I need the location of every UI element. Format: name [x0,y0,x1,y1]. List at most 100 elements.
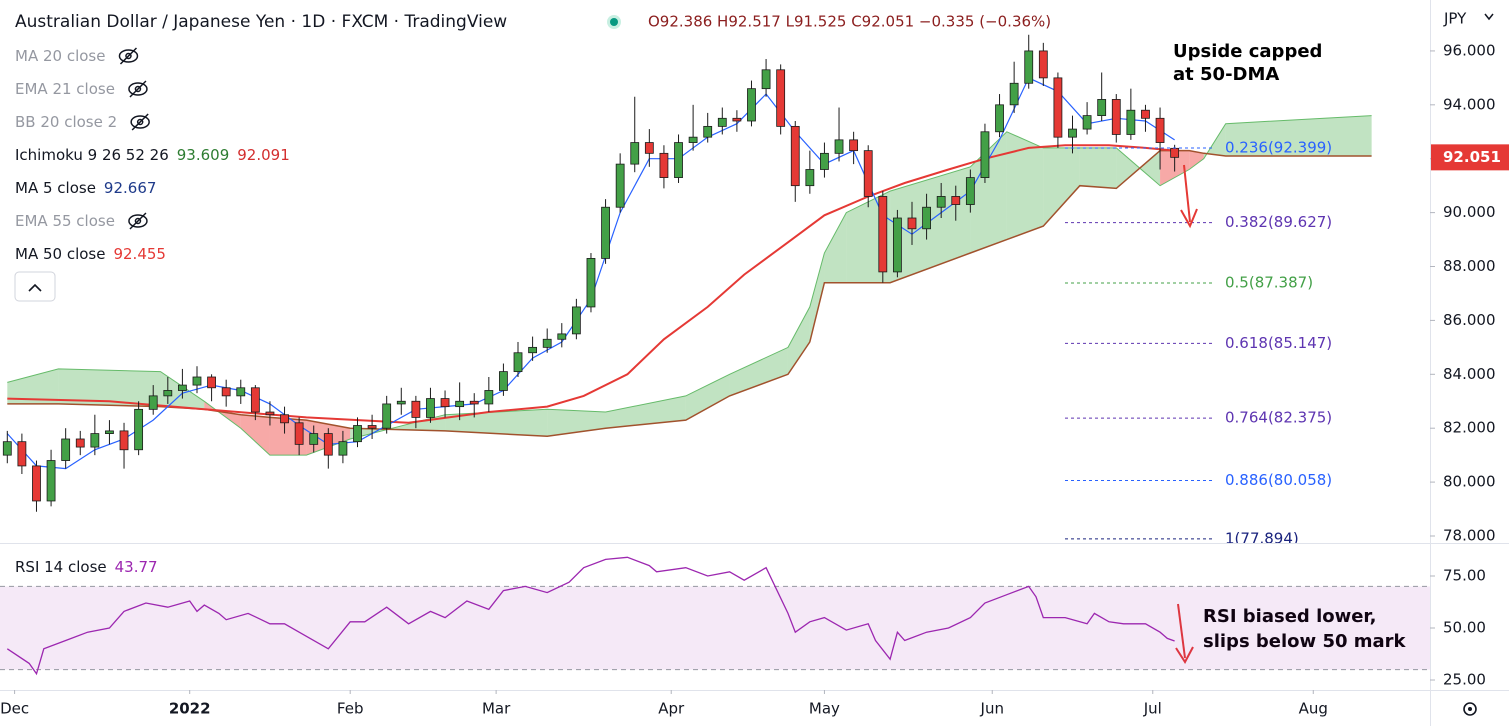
legend-name: MA 5 close [15,179,96,197]
rsi-line [6,556,1175,676]
candle-body [1111,99,1121,135]
fib-label: 0.382(89.627) [1225,213,1332,231]
legend-name: Ichimoku 9 26 52 26 [15,146,169,164]
rsi-tick-label: 75.00 [1443,566,1486,584]
candle-body [309,433,319,445]
candle-body [936,196,946,208]
arrow-price [1180,164,1198,229]
ohlc-header: O92.386 H92.517 L91.525 C92.051 −0.335 (… [648,13,1051,31]
collapse-icon [28,283,42,292]
y-tick-label: 82.000 [1443,419,1496,437]
visibility-toggle[interactable] [128,80,148,98]
cloud-segment [824,212,847,283]
candle-body [221,387,231,397]
candle-body [805,169,815,187]
candle-body [105,430,114,434]
annotation: slips below 50 mark [1203,631,1407,652]
fib-label: 0.886(80.058) [1225,471,1332,489]
legend-entry: BB 20 close 2 [15,113,117,131]
eye-pupil [134,85,142,93]
x-tick-label: Apr [658,700,685,718]
x-tick-label: Dec [0,700,29,718]
candle-body [571,306,581,335]
cloud-segment [970,131,1007,254]
candle-body [951,196,961,205]
plot-area: 0.236(92.399) 0.382(89.627) 0.5(87.387) 0.6… [2,34,1372,543]
y-tick-label: 90.000 [1443,203,1496,221]
currency-dropdown[interactable] [1484,13,1494,21]
legend-entry: EMA 21 close [15,80,115,98]
candle-body [674,142,683,178]
legend-value: 93.609 [177,146,230,164]
legend-name: EMA 21 close [15,80,115,98]
eye [130,115,150,129]
candle-body [732,117,742,122]
collapse-legend-button[interactable] [14,271,56,302]
candle-body [747,88,756,122]
y-tick-label: 78.000 [1443,526,1496,544]
legend-entry: MA 20 close [15,47,105,65]
currency: JPY [1443,10,1467,28]
annotation: Upside capped [1173,41,1322,62]
visibility-toggle[interactable] [118,47,139,65]
candle-body [995,104,1004,133]
candle-body [1141,109,1150,119]
eye-pupil [136,118,144,126]
rsi-legend: RSI 14 close 43.77 [15,558,158,576]
eye-pupil [134,217,142,225]
candle-body [1126,109,1136,135]
x-tick-label: Jun [980,700,1004,718]
x-tick-label: Jul [1143,700,1162,718]
candle-body [90,433,100,448]
candle-body [163,390,173,397]
x-tick-label: May [809,700,840,718]
arrow-rsi [1175,603,1194,664]
candle-body [469,400,479,405]
candle-body [922,206,931,230]
eye-slash [131,113,149,131]
candle-body [1009,82,1019,106]
candle-body [615,163,625,208]
rsi-name: RSI 14 close [15,558,107,576]
candle-body [688,136,698,143]
candle-body [1038,50,1048,79]
cloud-segment [787,306,810,375]
candle-body [250,387,260,413]
fib-label: 0.618(85.147) [1225,334,1332,352]
legend-entry: Ichimoku 9 26 52 26 93.609 92.091 [15,146,290,164]
fib-label: 0.236(92.399) [1225,138,1332,156]
candle-body [280,414,289,424]
cloud-segment [7,368,59,404]
candle-body [134,408,144,451]
x-tick-label: 2022 [169,700,211,718]
candle-body [1024,50,1034,84]
candle-body [849,139,859,152]
cloud-segment [729,347,788,396]
legend-value: 92.667 [104,179,157,197]
visibility-toggle[interactable] [128,212,148,230]
candle-body [820,152,829,170]
settings-icon[interactable] [1463,702,1477,716]
candle-body [703,125,713,138]
candle-body [659,152,669,178]
x-tick-label: Mar [482,700,511,718]
candle-body [119,430,129,451]
eye [128,82,148,96]
visibility-toggle[interactable] [130,113,150,131]
candle-body [790,125,800,187]
candle-body [265,411,275,416]
candle-body [499,371,508,391]
eye [128,214,148,228]
fib-label: 0.5(87.387) [1225,274,1313,292]
y-tick-label: 88.000 [1443,257,1496,275]
cloud-segment [685,374,730,421]
candle-body [2,441,12,456]
candle-body [177,384,187,391]
legend-name: MA 20 close [15,47,105,65]
candle-body [17,441,27,467]
eye [118,49,139,63]
cloud-segment [58,368,161,407]
candle-body [892,217,902,273]
candle-body [440,398,450,408]
legend-entry: MA 50 close 92.455 [15,245,166,263]
